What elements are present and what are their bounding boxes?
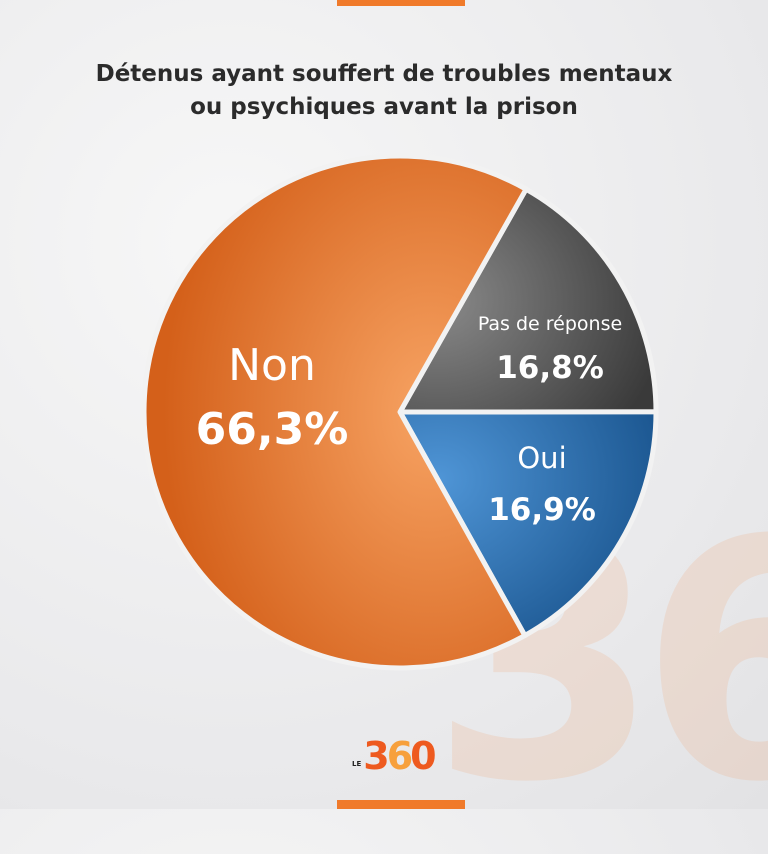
chart-title: Détenus ayant souffert de troubles menta… — [0, 58, 768, 124]
top-accent-bar — [337, 0, 465, 6]
logo-digit: 0 — [410, 734, 437, 778]
slice-label: Pas de réponse — [478, 313, 622, 335]
pie-slice-non — [141, 153, 529, 671]
logo-digit: 6 — [386, 734, 414, 778]
bottom-accent-bar — [337, 800, 465, 809]
pie-chart: Pas de réponse 16,8% Oui 16,9% Non 66,3% — [141, 153, 659, 671]
slice-value: 16,9% — [488, 492, 596, 528]
slice-label: Non — [228, 340, 316, 391]
slice-label: Oui — [517, 441, 566, 475]
slice-value: 66,3% — [196, 404, 349, 455]
slice-value: 16,8% — [496, 350, 604, 386]
logo-digit: 3 — [363, 734, 390, 778]
pie-slice-pas-de-r-ponse — [397, 186, 659, 415]
pie-slice-oui — [397, 409, 659, 639]
title-line-2: ou psychiques avant la prison — [190, 94, 578, 120]
logo-prefix: LE — [352, 760, 362, 768]
le360-logo: LE 360 — [352, 734, 437, 778]
title-line-1: Détenus ayant souffert de troubles menta… — [95, 61, 673, 87]
